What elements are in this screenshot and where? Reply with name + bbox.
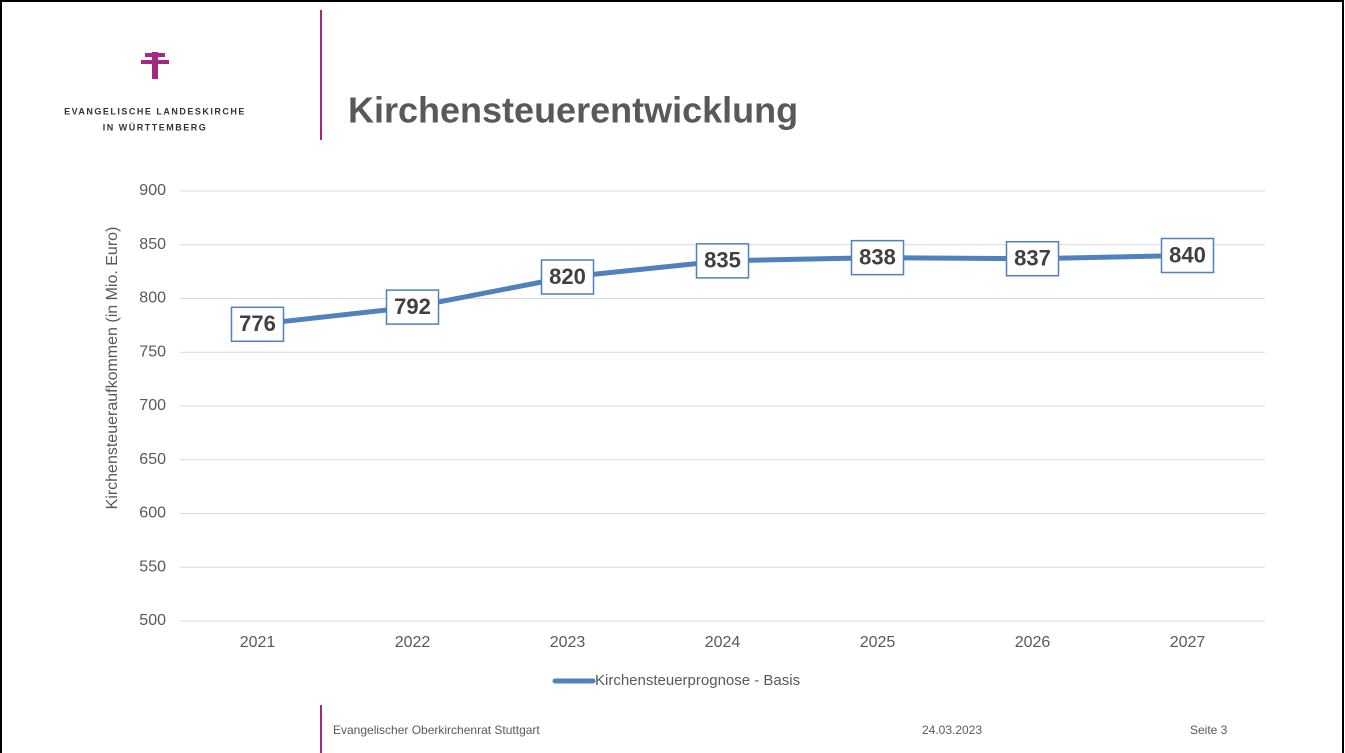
y-tick-label: 750 bbox=[139, 343, 166, 360]
data-label-box bbox=[850, 239, 905, 276]
x-tick-label: 2026 bbox=[1015, 634, 1051, 651]
y-tick-label: 500 bbox=[139, 612, 166, 629]
data-label: 820 bbox=[549, 264, 586, 289]
x-tick-label: 2025 bbox=[860, 634, 896, 651]
org-line2: in Württemberg bbox=[103, 122, 208, 132]
slide-title: Kirchensteuerentwicklung bbox=[348, 90, 798, 131]
data-label-box bbox=[1160, 237, 1215, 274]
data-label-box bbox=[540, 259, 595, 295]
y-tick-label: 700 bbox=[139, 397, 166, 414]
x-tick-label: 2022 bbox=[395, 634, 431, 651]
y-tick-label: 800 bbox=[139, 290, 166, 307]
data-label-box bbox=[230, 306, 285, 343]
y-tick-label: 600 bbox=[139, 505, 166, 522]
y-tick-label: 650 bbox=[139, 451, 166, 468]
y-tick-label: 550 bbox=[139, 558, 166, 575]
y-axis-label: Kirchensteueraufkommen (in Mio. Euro) bbox=[104, 227, 121, 510]
x-tick-label: 2023 bbox=[550, 634, 586, 651]
data-label-box bbox=[385, 289, 440, 325]
data-label: 837 bbox=[1014, 246, 1051, 271]
y-tick-label: 850 bbox=[139, 236, 166, 253]
footer-org: Evangelischer Oberkirchenrat Stuttgart bbox=[333, 723, 540, 737]
footer-date: 24.03.2023 bbox=[922, 723, 982, 737]
x-tick-label: 2024 bbox=[705, 634, 741, 651]
data-label: 776 bbox=[239, 311, 276, 336]
logo-cross bbox=[141, 52, 169, 79]
data-label: 840 bbox=[1169, 242, 1206, 267]
x-tick-label: 2021 bbox=[240, 634, 276, 651]
data-label: 835 bbox=[704, 248, 741, 273]
org-line1: Evangelische Landeskirche bbox=[64, 106, 246, 116]
legend-label: Kirchensteuerprognose - Basis bbox=[595, 672, 800, 689]
data-label-box bbox=[1005, 240, 1060, 277]
data-label: 792 bbox=[394, 294, 431, 319]
data-label: 838 bbox=[859, 244, 896, 269]
x-tick-label: 2027 bbox=[1170, 634, 1206, 651]
data-label-box bbox=[695, 243, 750, 279]
y-tick-label: 900 bbox=[139, 182, 166, 199]
footer-page: Seite 3 bbox=[1190, 723, 1228, 737]
